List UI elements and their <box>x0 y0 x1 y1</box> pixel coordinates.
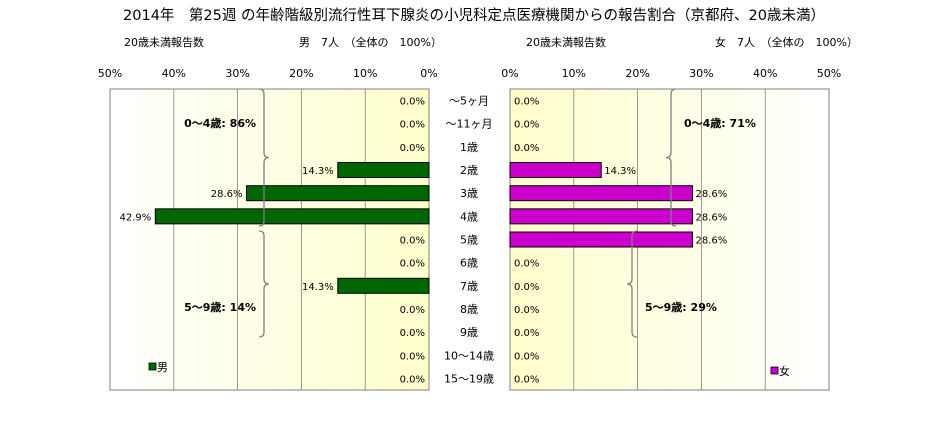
male-bar <box>337 277 430 294</box>
male-bar <box>246 185 430 202</box>
female-group-annotation: 5～9歳: 29% <box>645 300 717 314</box>
male-5-9-brace <box>258 230 270 338</box>
female-5-9-brace <box>626 230 638 338</box>
female-data-label: 28.6% <box>695 236 727 247</box>
female-group-annotation: 0～4歳: 71% <box>684 116 756 130</box>
female-data-label: 0.0% <box>514 143 539 154</box>
male-legend-swatch <box>148 362 157 371</box>
age-category-label: 5歳 <box>460 234 478 247</box>
female-data-label: 0.0% <box>514 120 539 131</box>
female-legend-label: 女 <box>779 364 790 378</box>
female-data-label: 0.0% <box>514 328 539 339</box>
female-bar <box>509 162 602 179</box>
age-category-label: 7歳 <box>460 280 478 293</box>
male-data-label: 28.6% <box>211 189 243 200</box>
male-bar <box>337 162 430 179</box>
age-category-label: 9歳 <box>460 326 478 339</box>
male-data-label: 0.0% <box>400 305 425 316</box>
age-category-label: 4歳 <box>460 210 478 223</box>
male-plot-area <box>109 88 430 391</box>
male-data-label: 42.9% <box>120 212 152 223</box>
male-data-label: 0.0% <box>400 259 425 270</box>
age-category-label: 1歳 <box>460 141 478 154</box>
male-data-label: 0.0% <box>400 97 425 108</box>
female-subtitle-total: 女 7人 （全体の 100%） <box>715 35 858 49</box>
male-x-tick-label: 50% <box>98 67 122 80</box>
female-data-label: 0.0% <box>514 305 539 316</box>
male-bar <box>154 208 430 225</box>
male-data-label: 14.3% <box>302 166 334 177</box>
male-data-label: 0.0% <box>400 143 425 154</box>
female-data-label: 0.0% <box>514 259 539 270</box>
age-category-label: ～5ヶ月 <box>449 95 489 108</box>
female-subtitle-count-label: 20歳未満報告数 <box>526 36 606 49</box>
female-data-label: 0.0% <box>514 374 539 385</box>
male-0-4-brace <box>258 88 270 227</box>
male-data-label: 0.0% <box>400 374 425 385</box>
male-x-tick-label: 40% <box>162 67 186 80</box>
age-category-label: 2歳 <box>460 164 478 177</box>
chart-title: 2014年 第25週 の年齢階級別流行性耳下腺炎の小児科定点医療機関からの報告割… <box>123 6 825 24</box>
male-legend-label: 男 <box>157 361 168 374</box>
female-data-label: 0.0% <box>514 97 539 108</box>
female-data-label: 28.6% <box>695 189 727 200</box>
female-x-tick-label: 10% <box>562 67 586 80</box>
male-data-label: 0.0% <box>400 351 425 362</box>
male-data-label: 14.3% <box>302 282 334 293</box>
male-x-tick-label: 0% <box>420 67 437 80</box>
female-x-tick-label: 50% <box>817 67 841 80</box>
age-category-label: 15～19歳 <box>444 372 494 385</box>
female-data-label: 28.6% <box>695 212 727 223</box>
female-x-tick-label: 30% <box>689 67 713 80</box>
female-data-label: 14.3% <box>604 166 636 177</box>
female-bar <box>509 231 693 248</box>
female-bar <box>509 185 693 202</box>
male-x-tick-label: 20% <box>289 67 313 80</box>
age-category-label: ～11ヶ月 <box>446 118 493 131</box>
female-0-4-brace <box>665 88 677 227</box>
age-category-label: 6歳 <box>460 257 478 270</box>
male-group-annotation: 0～4歳: 86% <box>184 116 256 130</box>
male-subtitle-total: 男 7人 （全体の 100%） <box>299 35 442 49</box>
male-data-label: 0.0% <box>400 120 425 131</box>
female-bar <box>509 208 693 225</box>
age-category-label: 10～14歳 <box>444 349 494 362</box>
male-subtitle-count-label: 20歳未満報告数 <box>124 36 204 49</box>
female-data-label: 0.0% <box>514 282 539 293</box>
male-x-tick-label: 10% <box>353 67 377 80</box>
female-legend-swatch <box>770 366 779 375</box>
male-group-annotation: 5～9歳: 14% <box>184 300 256 314</box>
male-x-tick-label: 30% <box>225 67 249 80</box>
female-x-tick-label: 0% <box>501 67 518 80</box>
male-data-label: 0.0% <box>400 328 425 339</box>
female-data-label: 0.0% <box>514 351 539 362</box>
age-category-label: 8歳 <box>460 303 478 316</box>
male-data-label: 0.0% <box>400 236 425 247</box>
age-category-label: 3歳 <box>460 187 478 200</box>
female-x-tick-label: 20% <box>625 67 649 80</box>
female-x-tick-label: 40% <box>753 67 777 80</box>
